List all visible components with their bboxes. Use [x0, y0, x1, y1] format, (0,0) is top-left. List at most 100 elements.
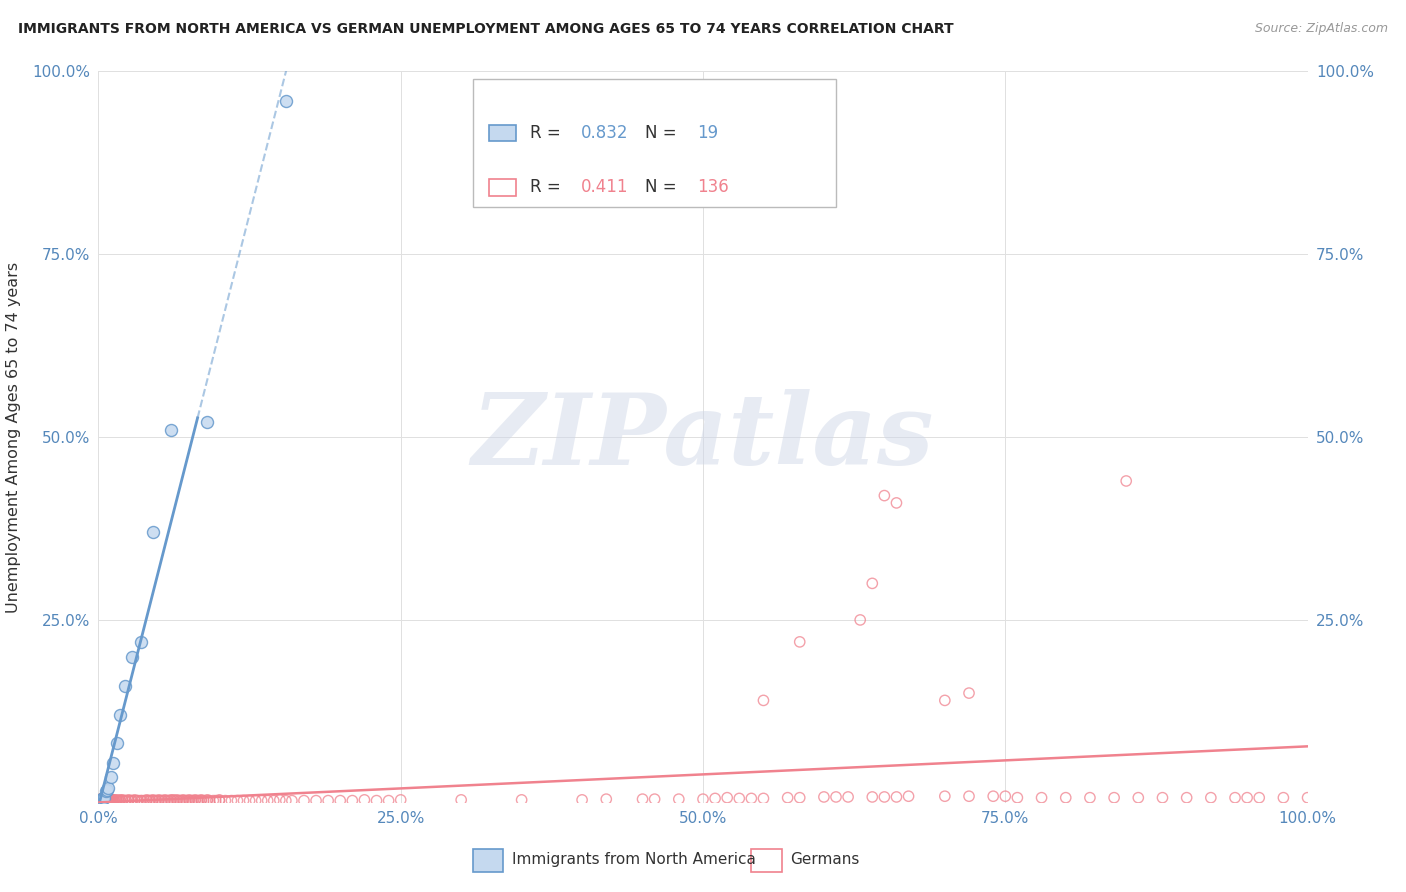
Point [100, 794, 122, 808]
Point [135, 793, 157, 807]
Point [353, 793, 375, 807]
Point [114, 679, 136, 693]
Point [129, 635, 152, 649]
Point [329, 794, 352, 808]
Point [886, 496, 908, 510]
Point [957, 686, 980, 700]
Point [105, 736, 128, 750]
Text: R =: R = [530, 178, 567, 196]
Point [208, 794, 231, 808]
Point [89, 794, 111, 808]
Point [97, 781, 120, 796]
Point [226, 794, 249, 808]
Point [135, 794, 157, 808]
Point [91, 793, 114, 807]
Point [644, 792, 666, 806]
Point [100, 770, 122, 784]
Point [103, 793, 125, 807]
Point [101, 793, 124, 807]
Text: Source: ZipAtlas.com: Source: ZipAtlas.com [1254, 22, 1388, 36]
Point [789, 635, 811, 649]
Point [221, 794, 243, 808]
Point [813, 789, 835, 804]
Point [93, 790, 115, 805]
Point [103, 794, 125, 808]
Text: ZIPatlas: ZIPatlas [472, 389, 934, 485]
FancyBboxPatch shape [751, 849, 782, 872]
Y-axis label: Unemployment Among Ages 65 to 74 years: Unemployment Among Ages 65 to 74 years [6, 261, 21, 613]
Point [111, 793, 134, 807]
Point [1128, 790, 1150, 805]
Point [1115, 474, 1137, 488]
Point [162, 793, 184, 807]
Point [142, 793, 165, 807]
Text: IMMIGRANTS FROM NORTH AMERICA VS GERMAN UNEMPLOYMENT AMONG AGES 65 TO 74 YEARS C: IMMIGRANTS FROM NORTH AMERICA VS GERMAN … [18, 22, 953, 37]
Point [1054, 790, 1077, 805]
Point [145, 794, 167, 808]
Point [134, 794, 156, 808]
Point [131, 794, 153, 808]
Point [195, 416, 218, 430]
Text: 0.832: 0.832 [581, 124, 628, 142]
Point [1249, 790, 1271, 805]
Point [108, 794, 131, 808]
Point [138, 794, 160, 808]
Point [776, 790, 799, 805]
FancyBboxPatch shape [489, 125, 516, 141]
Point [239, 794, 262, 808]
Point [142, 525, 165, 540]
Point [934, 693, 956, 707]
Point [366, 794, 388, 808]
Text: R =: R = [530, 124, 567, 142]
Point [837, 789, 859, 804]
Text: 0.411: 0.411 [581, 178, 628, 196]
Point [450, 793, 472, 807]
Point [127, 794, 149, 808]
Point [668, 792, 690, 806]
Point [111, 794, 134, 808]
Text: N =: N = [645, 124, 682, 142]
Point [172, 794, 194, 808]
Point [101, 756, 124, 770]
Point [89, 793, 111, 807]
Point [180, 794, 202, 808]
Point [187, 794, 209, 808]
Point [305, 794, 328, 808]
Point [120, 794, 142, 808]
Point [153, 793, 176, 807]
Point [274, 794, 297, 808]
Point [107, 794, 129, 808]
Point [91, 792, 114, 806]
Point [157, 794, 180, 808]
Point [91, 792, 114, 806]
Point [704, 791, 727, 805]
Point [1175, 790, 1198, 805]
Point [90, 792, 112, 806]
Point [100, 793, 122, 807]
Point [101, 794, 124, 808]
Point [187, 794, 209, 808]
Point [91, 794, 114, 808]
Point [94, 792, 117, 806]
Point [100, 794, 122, 808]
Point [91, 792, 114, 806]
Point [825, 789, 848, 804]
Point [269, 793, 291, 807]
Point [105, 794, 128, 808]
Point [148, 793, 170, 807]
Point [94, 794, 117, 808]
Point [1078, 790, 1101, 805]
Point [91, 794, 114, 808]
Point [139, 794, 162, 808]
Point [232, 794, 254, 808]
Point [886, 789, 908, 804]
Point [100, 793, 122, 807]
Point [716, 790, 738, 805]
Point [108, 793, 131, 807]
Point [108, 708, 131, 723]
Point [115, 794, 138, 808]
Point [789, 790, 811, 805]
Point [108, 794, 131, 808]
Point [97, 793, 120, 807]
Point [91, 791, 114, 805]
